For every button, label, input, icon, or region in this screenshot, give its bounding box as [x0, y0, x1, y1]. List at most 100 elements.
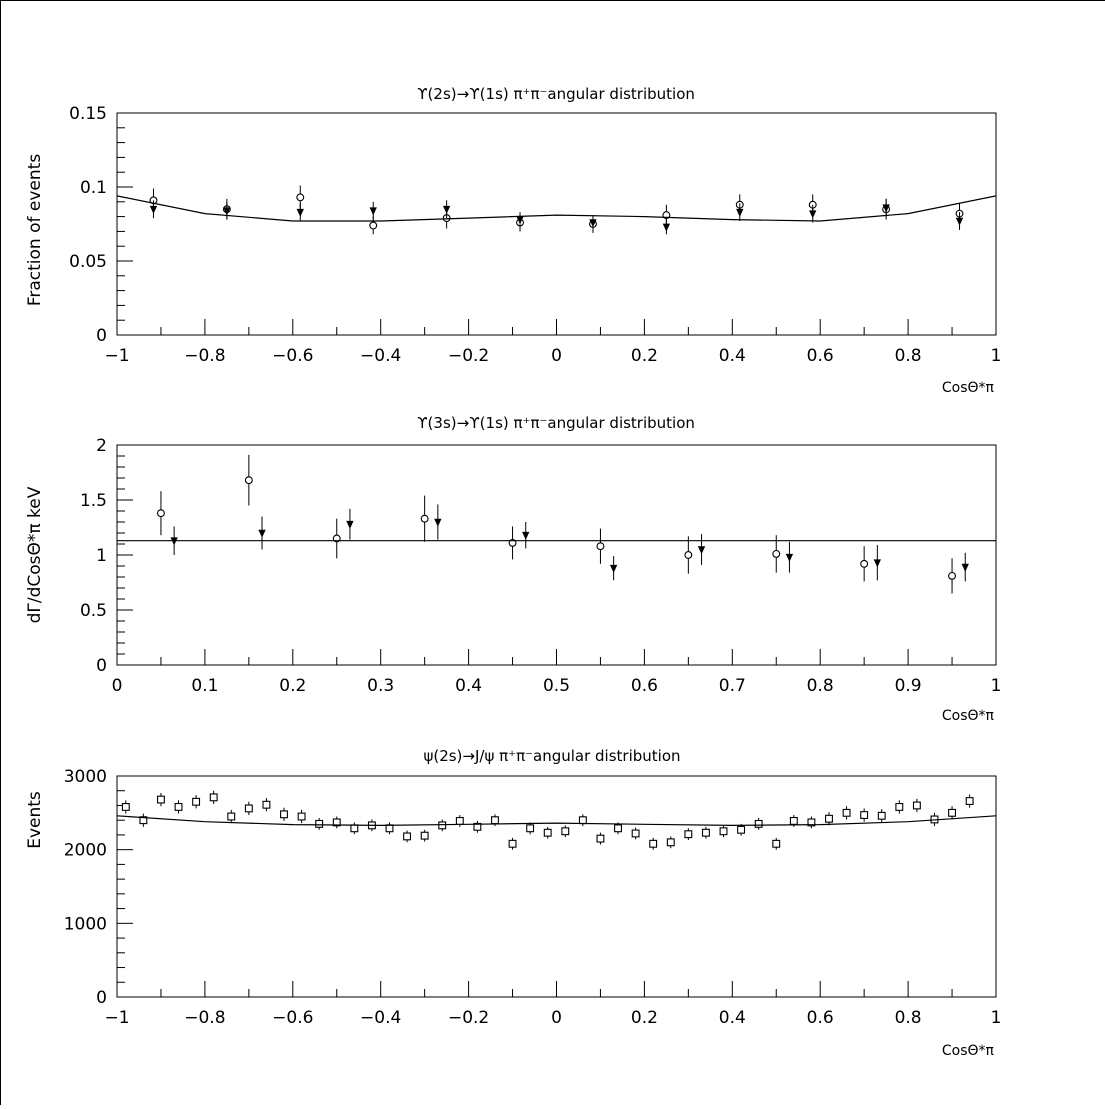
plot-frame [116, 112, 997, 336]
x-tick-label: 0.6 [807, 346, 834, 366]
x-tick-label: 0 [551, 346, 562, 366]
x-tick-label: 0.6 [631, 676, 658, 696]
y-tick-label: 1.5 [80, 491, 107, 511]
data-point-square [139, 816, 148, 825]
x-axis-label: CosΘ*π [942, 708, 995, 724]
x-tick-label: 1 [991, 1008, 1002, 1028]
data-point-triangle [258, 529, 266, 538]
data-point-square [121, 802, 130, 811]
y-tick-label: 0 [96, 656, 107, 676]
data-point-square [385, 824, 394, 833]
data-point-square [420, 831, 429, 840]
x-tick-label: 0.9 [895, 676, 922, 696]
data-point-circle [860, 559, 869, 568]
data-point-square [772, 839, 781, 848]
x-tick-label: 0.5 [543, 676, 570, 696]
data-point-square [508, 839, 517, 848]
x-tick-label: 0.1 [191, 676, 218, 696]
data-point-square [350, 824, 359, 833]
data-point-square [174, 802, 183, 811]
panel-title: ϒ(2s)→ϒ(1s) π⁺π⁻angular distribution [417, 85, 695, 103]
panel-title: ψ(2s)→J/ψ π⁺π⁻angular distribution [423, 747, 680, 765]
data-point-square [526, 824, 535, 833]
data-point-circle [296, 193, 305, 202]
y-axis-label: Fraction of events [25, 154, 45, 306]
data-point-square [912, 801, 921, 810]
data-point-square [297, 812, 306, 821]
x-tick-label: 0 [112, 676, 123, 696]
data-point-triangle [369, 207, 377, 216]
y-tick-label: 0.1 [80, 178, 107, 198]
data-point-square [737, 825, 746, 834]
data-point-triangle [442, 205, 451, 214]
data-point-circle [157, 509, 165, 518]
data-point-square [315, 819, 324, 828]
data-point-square [438, 821, 447, 830]
data-point-square [455, 816, 464, 825]
data-point-square [596, 834, 605, 843]
x-tick-label: 0.2 [279, 676, 306, 696]
data-point-circle [369, 221, 378, 230]
plot-marks [116, 444, 997, 666]
x-tick-label: −0.2 [448, 346, 489, 366]
data-point-square [701, 828, 710, 837]
y-axis-label: dΓ/dCosΘ*π keV [25, 486, 45, 623]
data-point-square [666, 838, 675, 847]
data-point-triangle [882, 204, 890, 213]
x-tick-label: 0 [551, 1008, 562, 1028]
y-tick-label: 0 [96, 326, 107, 346]
data-point-square [244, 804, 253, 813]
data-point-square [614, 824, 622, 833]
data-point-triangle [223, 207, 231, 216]
data-point-square [631, 829, 640, 838]
data-point-triangle [697, 546, 706, 555]
x-tick-label: 0.8 [895, 1008, 922, 1028]
data-point-square [825, 814, 833, 823]
data-point-triangle [955, 217, 964, 226]
data-point-square [491, 816, 499, 825]
x-tick-label: 0.3 [367, 676, 394, 696]
x-tick-label: −0.8 [184, 346, 225, 366]
data-point-triangle [296, 208, 304, 217]
data-point-triangle [522, 531, 530, 540]
x-tick-label: −1 [104, 1008, 129, 1028]
data-point-square [948, 808, 957, 817]
data-point-circle [420, 514, 429, 523]
data-point-circle [684, 551, 693, 559]
data-point-square [877, 811, 886, 820]
y-tick-label: 0.15 [69, 104, 107, 124]
data-point-square [227, 812, 236, 821]
data-point-square [578, 816, 587, 825]
data-point-square [209, 793, 218, 802]
data-point-square [403, 832, 412, 841]
data-point-square [280, 810, 288, 819]
data-point-triangle [662, 223, 671, 232]
x-tick-label: 0.2 [631, 346, 658, 366]
fit-curve [116, 815, 997, 827]
data-point-square [157, 795, 165, 804]
plot-marks [116, 775, 997, 998]
data-point-circle [772, 549, 781, 558]
data-point-square [561, 827, 570, 836]
data-point-square [332, 818, 341, 827]
data-point-square [719, 827, 728, 836]
data-point-circle [596, 542, 605, 551]
fit-curve [116, 195, 997, 222]
panel-upsilon-3s: ϒ(3s)→ϒ(1s) π⁺π⁻angular distribution dΓ/… [25, 414, 1001, 724]
data-point-triangle [736, 208, 744, 217]
data-point-square [754, 819, 763, 828]
y-tick-label: 3000 [64, 767, 107, 787]
y-tick-label: 0.05 [69, 252, 107, 272]
y-tick-label: 1 [96, 546, 107, 566]
y-axis-label: Events [25, 791, 45, 849]
x-tick-label: 0.6 [807, 1008, 834, 1028]
data-point-square [789, 816, 798, 825]
panel-psi-2s: ψ(2s)→J/ψ π⁺π⁻angular distribution Event… [25, 747, 1001, 1059]
y-tick-label: 0 [96, 988, 107, 1008]
x-axis-label: CosΘ*π [942, 1043, 995, 1059]
x-tick-label: −0.6 [272, 346, 313, 366]
data-point-triangle [785, 553, 794, 562]
data-point-square [807, 818, 816, 827]
data-point-square [965, 797, 974, 805]
data-point-square [842, 808, 851, 817]
